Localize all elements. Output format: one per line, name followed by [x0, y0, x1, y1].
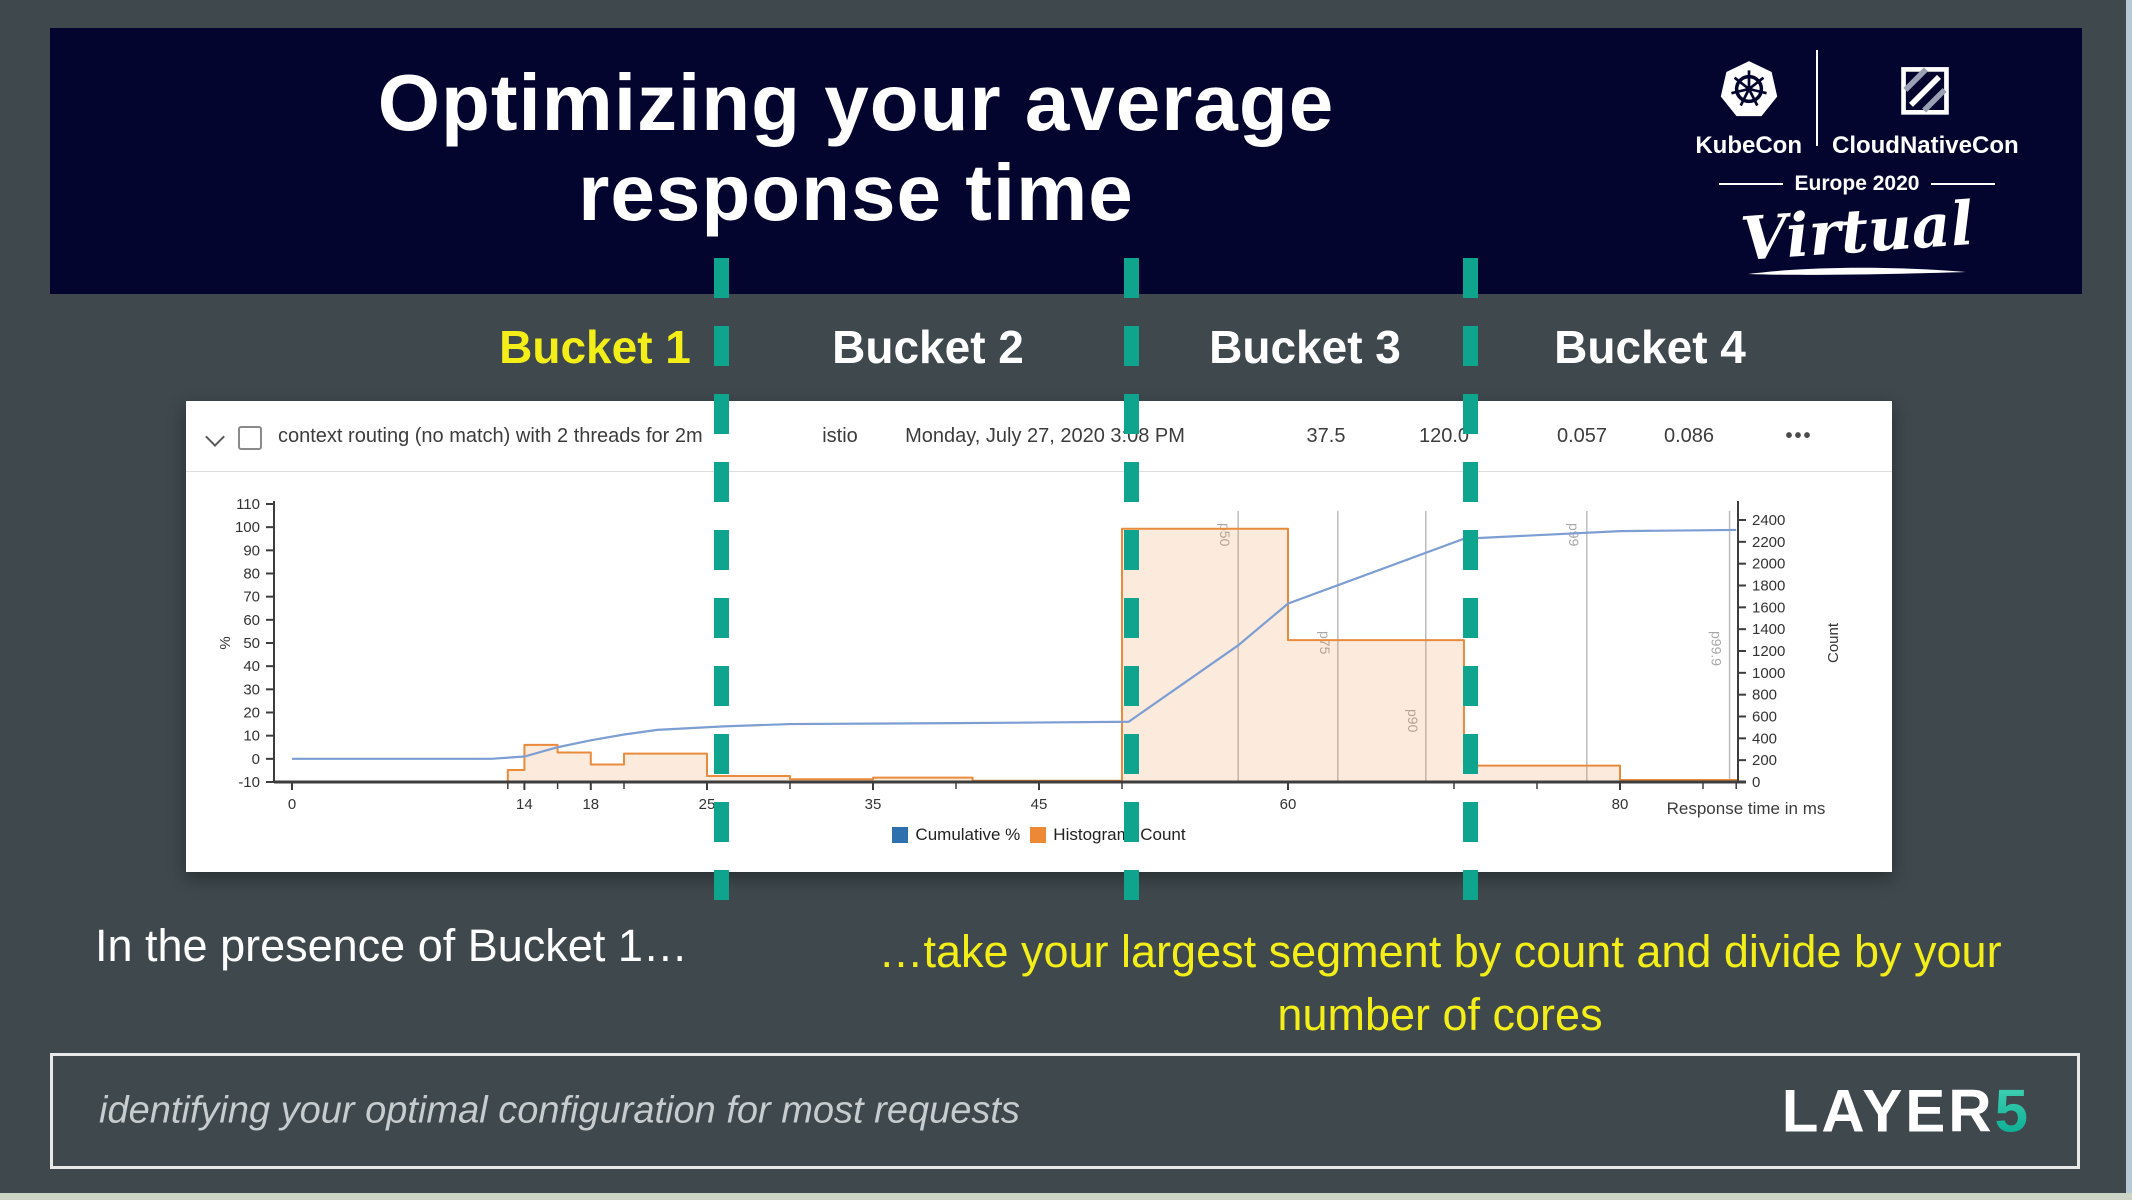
title-banner: Optimizing your average response time [50, 28, 2082, 294]
legend-item-cumulative[interactable]: Cumulative % [892, 825, 1020, 845]
bucket-1-label: Bucket 1 [499, 321, 691, 373]
svg-text:0: 0 [288, 796, 296, 813]
svg-text:50: 50 [243, 635, 260, 652]
svg-text:1400: 1400 [1752, 621, 1785, 638]
chevron-down-icon[interactable] [205, 427, 225, 447]
legend-item-histogram[interactable]: Histogram: Count [1030, 825, 1186, 845]
svg-text:2400: 2400 [1752, 512, 1785, 529]
bucket-separator-2 [1124, 258, 1139, 900]
svg-text:10: 10 [243, 728, 260, 745]
caption-right: …take your largest segment by count and … [878, 926, 2002, 1040]
footer-tagline: identifying your optimal configuration f… [99, 1089, 1020, 1132]
svg-text:1000: 1000 [1752, 665, 1785, 682]
histogram-swatch-icon [1030, 827, 1047, 843]
svg-text:70: 70 [243, 589, 260, 606]
result-row: context routing (no match) with 2 thread… [186, 401, 1892, 472]
badge-divider [1815, 50, 1818, 146]
svg-text:2000: 2000 [1752, 556, 1785, 573]
svg-text:800: 800 [1752, 687, 1777, 704]
svg-text:60: 60 [243, 612, 260, 629]
bucket-separator-1 [714, 258, 729, 900]
slide-title: Optimizing your average response time [50, 58, 1662, 239]
svg-text:20: 20 [243, 705, 260, 722]
svg-text:14: 14 [516, 796, 533, 813]
row-checkbox[interactable] [238, 426, 262, 450]
svg-text:1800: 1800 [1752, 578, 1785, 595]
svg-text:200: 200 [1752, 752, 1777, 769]
more-options-icon[interactable]: ••• [1785, 425, 1813, 447]
svg-text:30: 30 [243, 681, 260, 698]
kubernetes-wheel-icon [1718, 59, 1780, 124]
svg-text:60: 60 [1280, 796, 1297, 813]
svg-text:2200: 2200 [1752, 534, 1785, 551]
test-timestamp: Monday, July 27, 2020 3:08 PM [905, 425, 1185, 447]
result-panel: context routing (no match) with 2 thread… [186, 401, 1892, 872]
svg-text:p99: p99 [1566, 523, 1582, 547]
svg-text:p90: p90 [1405, 709, 1421, 733]
cloudnativecon-label: CloudNativeCon [1831, 132, 2019, 159]
svg-text:p75: p75 [1317, 631, 1333, 655]
svg-text:%: % [217, 636, 234, 649]
bucket-4-label: Bucket 4 [1554, 321, 1746, 373]
svg-text:-10: -10 [238, 774, 260, 791]
svg-text:p99.9: p99.9 [1709, 631, 1725, 666]
bucket-2-label: Bucket 2 [832, 321, 1024, 373]
metric-value-4: 0.086 [1663, 425, 1715, 447]
svg-text:1200: 1200 [1752, 643, 1785, 660]
edition-row: Europe 2020 [1692, 172, 2022, 196]
title-line-1: Optimizing your average [377, 58, 1335, 147]
svg-text:40: 40 [243, 658, 260, 675]
svg-text:45: 45 [1031, 796, 1048, 813]
svg-text:600: 600 [1752, 709, 1777, 726]
screen-edge-right [2126, 0, 2132, 1200]
svg-text:90: 90 [243, 542, 260, 559]
metric-value-1: 37.5 [1306, 425, 1346, 447]
caption-left: In the presence of Bucket 1… [95, 920, 688, 971]
svg-text:0: 0 [1752, 774, 1760, 791]
cumulative-swatch-icon [892, 827, 909, 843]
screen-edge-bottom [0, 1193, 2132, 1200]
cloudnativecon-icon [1897, 59, 1953, 124]
footer-bar: identifying your optimal configuration f… [50, 1053, 2080, 1169]
metric-value-3: 0.057 [1556, 425, 1608, 447]
svg-text:1600: 1600 [1752, 599, 1785, 616]
kubecon-label: KubeCon [1695, 132, 1802, 159]
bucket-separator-3 [1463, 258, 1478, 900]
metric-value-2: 120.0 [1418, 425, 1470, 447]
x-axis-title: Response time in ms [1666, 799, 1826, 818]
svg-text:80: 80 [1612, 796, 1629, 813]
svg-text:Count: Count [1825, 622, 1842, 663]
test-name: context routing (no match) with 2 thread… [278, 425, 703, 447]
svg-text:80: 80 [243, 566, 260, 583]
svg-text:100: 100 [235, 519, 260, 536]
bucket-3-label: Bucket 3 [1209, 321, 1401, 373]
latency-histogram-chart: p50p75p90p99p99.9-1001020304050607080901… [217, 496, 1842, 813]
svg-text:25: 25 [699, 796, 716, 813]
virtual-underline [1692, 264, 2022, 285]
title-line-2: response time [578, 148, 1134, 238]
mesh-name: istio [822, 425, 858, 447]
svg-text:18: 18 [582, 796, 599, 813]
svg-text:0: 0 [252, 751, 260, 768]
svg-text:110: 110 [236, 496, 260, 513]
svg-text:35: 35 [865, 796, 882, 813]
virtual-label: Virtual [1738, 188, 1976, 276]
svg-text:400: 400 [1752, 730, 1777, 747]
chart-legend: Cumulative % Histogram: Count [186, 825, 1892, 845]
event-badge: KubeCon CloudNativeCon [1692, 50, 2022, 285]
edition-label: Europe 2020 [1794, 172, 1920, 195]
layer5-logo: LAYER5 [1781, 1077, 2031, 1145]
